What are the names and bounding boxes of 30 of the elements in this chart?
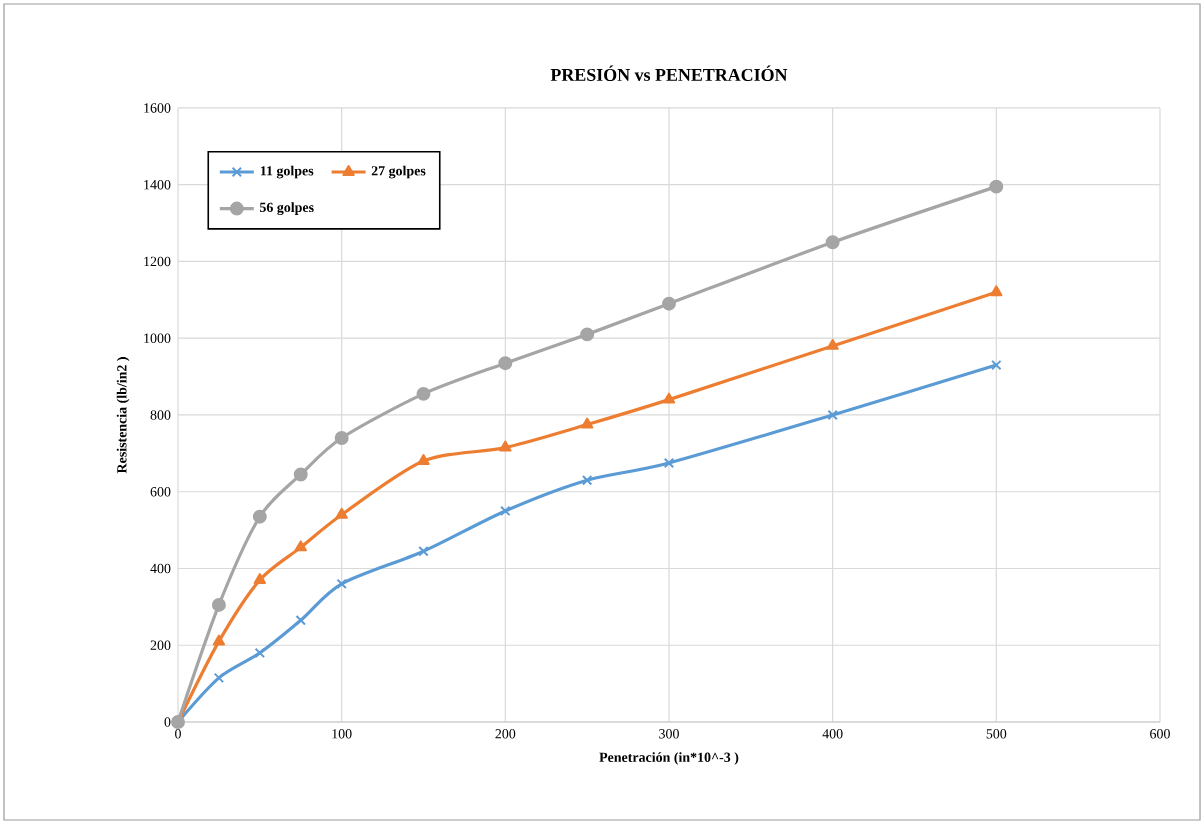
point — [213, 672, 225, 684]
point — [252, 509, 267, 524]
point — [499, 440, 512, 452]
point — [416, 386, 431, 401]
point — [418, 545, 429, 557]
point — [334, 431, 349, 445]
point — [662, 296, 676, 311]
point — [253, 573, 267, 584]
point — [826, 338, 839, 350]
point — [336, 578, 347, 590]
point — [295, 615, 306, 626]
chart-title: PRESIÓN vs PENETRACIÓN — [550, 65, 788, 81]
point — [580, 327, 595, 342]
point — [663, 457, 675, 469]
point — [825, 235, 840, 250]
point — [294, 540, 307, 552]
point — [254, 647, 266, 659]
point — [581, 474, 593, 486]
point — [293, 467, 308, 482]
point — [498, 356, 513, 371]
point — [662, 392, 676, 404]
point — [212, 634, 226, 646]
point — [335, 507, 348, 519]
point — [500, 505, 511, 517]
point — [990, 285, 1003, 297]
point — [417, 454, 430, 466]
point — [580, 417, 594, 429]
point — [989, 179, 1004, 194]
point — [211, 597, 226, 612]
point — [827, 409, 838, 421]
